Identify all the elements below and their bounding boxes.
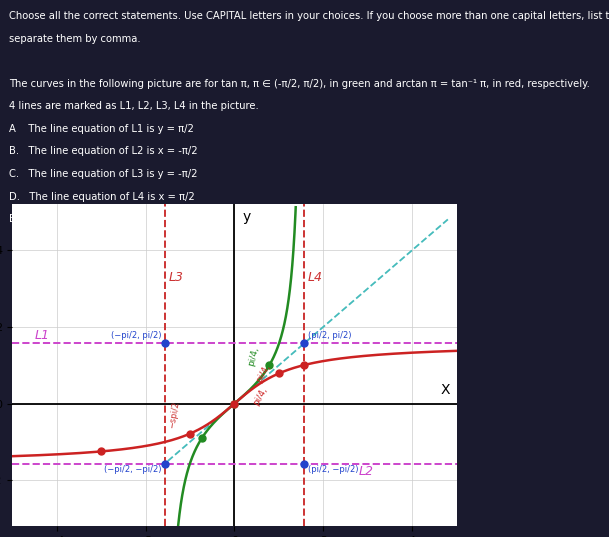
Text: L4: L4 [308, 271, 323, 284]
Text: (pi/2, −pi/2): (pi/2, −pi/2) [308, 465, 358, 474]
Text: (pi/2, pi/2): (pi/2, pi/2) [308, 330, 351, 339]
Text: B.   The line equation of L2 is x = -π/2: B. The line equation of L2 is x = -π/2 [9, 147, 198, 156]
Text: C.   The line equation of L3 is y = -π/2: C. The line equation of L3 is y = -π/2 [9, 169, 197, 179]
Text: pi/4,: pi/4, [255, 363, 272, 384]
Text: X: X [440, 383, 450, 397]
Text: D.   The line equation of L4 is x = π/2: D. The line equation of L4 is x = π/2 [9, 192, 195, 201]
Text: separate them by comma.: separate them by comma. [9, 34, 141, 44]
Text: The curves in the following picture are for tan π, π ∈ (-π/2, π/2), in green and: The curves in the following picture are … [9, 79, 590, 89]
Text: −spi/2: −spi/2 [167, 400, 180, 429]
Text: A    The line equation of L1 is y = π/2: A The line equation of L1 is y = π/2 [9, 124, 194, 134]
Text: pi/4,: pi/4, [252, 386, 269, 408]
Text: (−pi/2, −pi/2): (−pi/2, −pi/2) [104, 465, 161, 474]
Text: 4 lines are marked as L1, L2, L3, L4 in the picture.: 4 lines are marked as L1, L2, L3, L4 in … [9, 101, 259, 111]
Text: E.   All of the above.: E. All of the above. [9, 214, 110, 224]
Text: L3: L3 [168, 271, 183, 284]
Text: pi/4,: pi/4, [247, 346, 261, 367]
Text: Choose all the correct statements. Use CAPITAL letters in your choices. If you c: Choose all the correct statements. Use C… [9, 11, 609, 21]
Text: y: y [242, 210, 251, 224]
Text: L2: L2 [359, 465, 374, 477]
Text: (−pi/2, pi/2): (−pi/2, pi/2) [111, 330, 161, 339]
Text: L1: L1 [34, 329, 49, 342]
